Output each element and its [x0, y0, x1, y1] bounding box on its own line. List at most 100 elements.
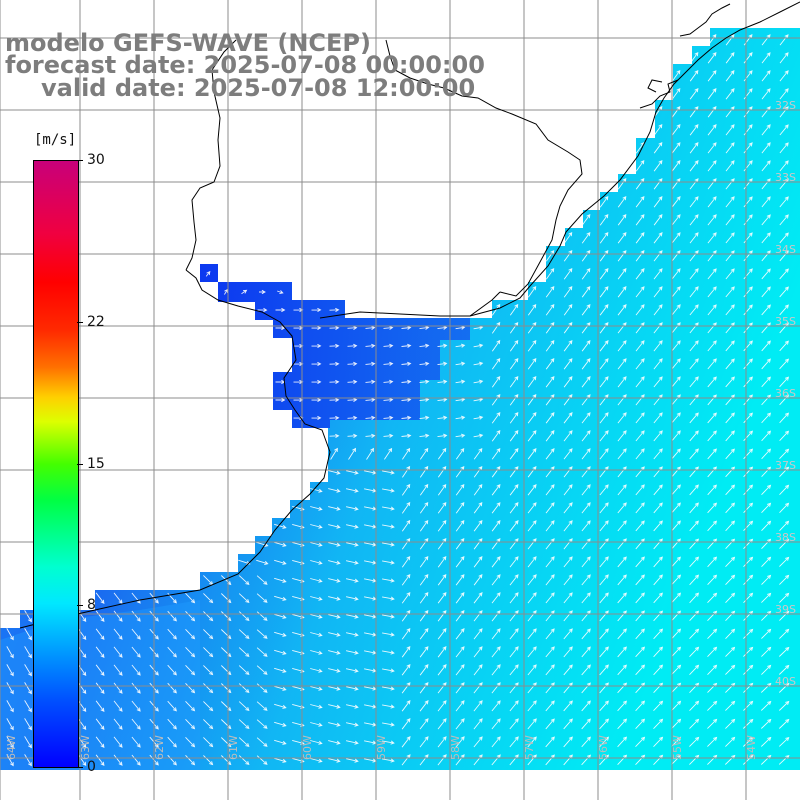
- wind-arrow: [545, 430, 555, 442]
- wind-arrow: [545, 466, 555, 478]
- wind-arrow: [563, 556, 573, 568]
- wind-arrow: [761, 250, 771, 262]
- wind-arrow: [761, 376, 771, 388]
- wind-arrow: [401, 361, 412, 366]
- wind-arrow: [779, 142, 789, 154]
- wind-arrow: [635, 250, 645, 262]
- wind-arrow: [761, 88, 771, 100]
- wind-arrow: [274, 523, 287, 529]
- wind-arrow: [725, 664, 736, 675]
- wind-arrow: [185, 736, 196, 748]
- wind-arrow: [455, 519, 465, 532]
- wind-arrow: [545, 556, 555, 568]
- wind-arrow: [256, 719, 268, 729]
- wind-arrow: [527, 520, 537, 532]
- wind-arrow: [346, 488, 359, 493]
- wind-arrow: [653, 592, 663, 604]
- colorbar-tick-label: 8: [87, 597, 96, 614]
- wind-arrow: [545, 520, 555, 532]
- wind-arrow: [743, 466, 754, 478]
- wind-arrow: [545, 249, 555, 262]
- wind-arrow: [346, 758, 359, 763]
- wind-arrow: [671, 484, 681, 496]
- wind-arrow: [328, 506, 341, 511]
- wind-arrow: [707, 628, 718, 640]
- wind-arrow: [599, 700, 609, 712]
- wind-arrow: [743, 412, 753, 424]
- wind-arrow: [274, 613, 287, 619]
- wind-arrow: [328, 722, 341, 727]
- wind-arrow: [581, 376, 591, 388]
- wind-arrow: [131, 664, 141, 676]
- colorbar-tick-label: 15: [87, 455, 105, 472]
- longitude-label: 59W: [375, 735, 388, 760]
- wind-arrow: [563, 448, 573, 460]
- wind-arrow: [761, 124, 771, 136]
- wind-arrow: [653, 358, 663, 370]
- wind-arrow: [382, 578, 395, 583]
- wind-arrow: [491, 538, 501, 550]
- wind-arrow: [328, 596, 341, 601]
- wind-arrow: [743, 376, 753, 388]
- wind-arrow: [761, 340, 771, 352]
- wind-arrow: [382, 722, 395, 727]
- wind-arrow: [617, 628, 627, 640]
- wind-arrow: [779, 484, 790, 496]
- wind-arrow: [743, 628, 754, 639]
- wind-arrow: [346, 740, 359, 745]
- wind-arrow: [689, 412, 699, 424]
- wind-arrow: [743, 592, 754, 604]
- wind-arrow: [527, 718, 537, 730]
- wind-arrow: [671, 142, 681, 154]
- wind-arrow: [95, 718, 105, 730]
- title-model: modelo GEFS-WAVE (NCEP): [5, 29, 371, 57]
- wind-arrow: [382, 560, 395, 565]
- wind-arrow: [401, 627, 411, 640]
- wind-arrow: [671, 87, 681, 100]
- latitude-label: 32S: [775, 99, 796, 112]
- wind-arrow: [383, 397, 394, 402]
- wind-arrow: [509, 321, 519, 334]
- wind-arrow: [259, 289, 266, 295]
- wind-arrow: [545, 339, 555, 352]
- wind-arrow: [617, 322, 627, 334]
- wind-arrow: [563, 285, 573, 298]
- wind-arrow: [689, 628, 700, 640]
- wind-arrow: [671, 736, 682, 748]
- wind-arrow: [491, 502, 501, 514]
- wind-arrow: [275, 307, 286, 313]
- wind-arrow: [419, 447, 429, 460]
- wind-arrow: [689, 142, 699, 154]
- colorbar-tick-mark: [77, 463, 83, 465]
- wind-arrow: [203, 647, 214, 658]
- wind-arrow: [581, 718, 591, 730]
- colorbar-tick-label: 0: [87, 759, 96, 775]
- wind-arrow: [725, 88, 735, 100]
- wind-arrow: [581, 412, 591, 424]
- wind-arrow: [455, 610, 465, 622]
- wind-arrow: [581, 358, 591, 370]
- wind-arrow: [473, 700, 483, 712]
- colorbar-unit: [m/s]: [33, 132, 78, 148]
- wind-arrow: [689, 448, 699, 460]
- wind-arrow: [419, 591, 429, 604]
- wind-arrow: [635, 520, 645, 532]
- wind-arrow: [635, 286, 645, 298]
- wind-arrow: [383, 433, 394, 438]
- wind-arrow: [707, 286, 717, 298]
- wind-arrow: [346, 542, 359, 547]
- wind-arrow: [635, 196, 645, 208]
- wind-arrow: [24, 610, 32, 623]
- wind-arrow: [743, 88, 753, 100]
- wind-arrow: [402, 447, 411, 460]
- wind-arrow: [725, 304, 735, 316]
- wind-arrow: [653, 538, 663, 550]
- colorbar-tick-mark: [77, 767, 83, 768]
- wind-arrow: [725, 376, 735, 388]
- wind-arrow: [617, 646, 627, 658]
- wind-arrow: [310, 740, 323, 745]
- wind-arrow: [779, 34, 789, 46]
- wind-arrow: [707, 340, 717, 352]
- wind-arrow: [328, 740, 341, 745]
- wind-arrow: [617, 286, 627, 298]
